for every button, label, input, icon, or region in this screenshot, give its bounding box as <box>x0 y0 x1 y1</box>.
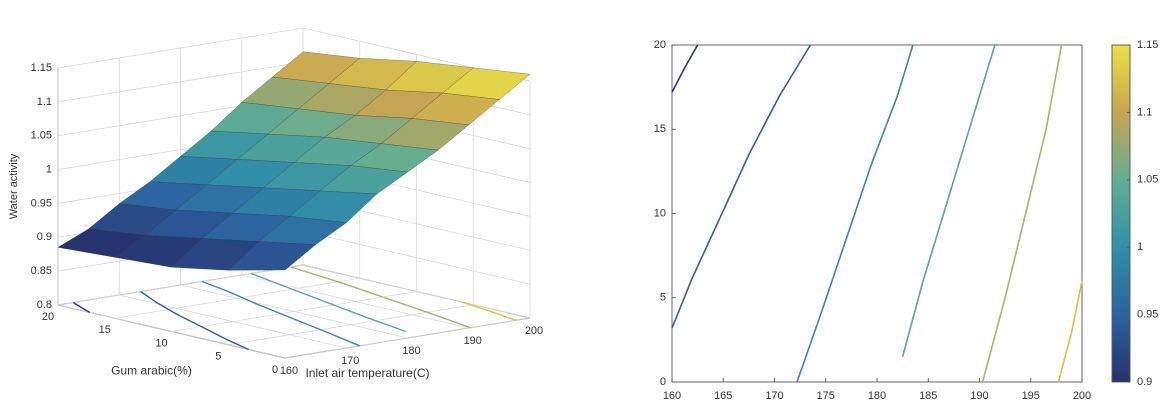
x-tick-label: 175 <box>817 390 835 402</box>
contour-line <box>1057 280 1083 383</box>
colorbar-tick-label: 1.15 <box>1137 39 1158 51</box>
colorbar-tick-label: 0.9 <box>1137 376 1152 388</box>
plot-area <box>671 44 1083 383</box>
contour-line <box>671 44 699 93</box>
grid-line <box>284 317 531 359</box>
x-tick-label: 190 <box>970 390 988 402</box>
x-tick-label: 180 <box>402 345 420 357</box>
floor-contour <box>140 290 249 351</box>
floor-contour <box>250 272 407 333</box>
z-tick-label: 1.1 <box>37 96 52 108</box>
z-tick-label: 1 <box>46 163 52 175</box>
x-tick-label: 160 <box>663 390 681 402</box>
colorbar-tick-label: 1 <box>1137 241 1143 253</box>
y-tick-label: 5 <box>660 292 666 304</box>
colorbar-tick-label: 1.05 <box>1137 174 1158 186</box>
x-tick-label: 165 <box>714 390 732 402</box>
y-tick-label: 15 <box>99 324 111 336</box>
contour-line <box>901 44 996 357</box>
y-tick-label: 0 <box>272 364 278 376</box>
grid-line <box>114 277 360 319</box>
grid-line <box>228 304 474 346</box>
z-tick-label: 1.05 <box>31 130 52 142</box>
z-axis-label: Water activity <box>8 153 20 219</box>
grid-line <box>57 264 304 306</box>
grid-line <box>171 291 417 332</box>
y-tick-label: 20 <box>654 39 666 51</box>
contour-line <box>671 44 812 329</box>
floor-contour <box>201 280 360 347</box>
y-tick-label: 10 <box>155 337 167 349</box>
x-axis-label: Inlet air temperature(C) <box>305 366 429 380</box>
x-tick-label: 170 <box>765 390 783 402</box>
x-tick-label: 200 <box>525 325 543 337</box>
colorbar <box>1111 44 1131 383</box>
x-tick-label: 185 <box>919 390 937 402</box>
z-tick-label: 0.9 <box>37 231 52 243</box>
x-tick-label: 160 <box>280 365 298 377</box>
y-axis-label: Gum arabic(%) <box>111 364 192 378</box>
floor-contour <box>72 301 91 314</box>
x-tick-label: 180 <box>868 390 886 402</box>
contour-line <box>981 44 1063 383</box>
y-tick-label: 0 <box>660 376 666 388</box>
z-tick-label: 0.95 <box>31 197 52 209</box>
z-tick-label: 0.8 <box>37 299 52 311</box>
surface-patch <box>227 241 317 271</box>
y-tick-label: 20 <box>42 311 54 323</box>
floor-contour <box>290 266 471 329</box>
colorbar-tick-label: 1.1 <box>1137 106 1152 118</box>
colorbar-tick-label: 0.95 <box>1137 309 1158 321</box>
x-tick-label: 190 <box>464 335 482 347</box>
y-tick-label: 5 <box>215 351 221 363</box>
x-tick-label: 170 <box>341 355 359 367</box>
x-tick-label: 200 <box>1073 390 1091 402</box>
y-tick-label: 15 <box>654 123 666 135</box>
z-tick-label: 0.85 <box>31 265 52 277</box>
contour-line <box>796 44 914 383</box>
x-tick-label: 195 <box>1022 390 1040 402</box>
z-tick-label: 1.15 <box>31 62 52 74</box>
y-tick-label: 10 <box>654 207 666 219</box>
floor-contour <box>461 301 517 321</box>
